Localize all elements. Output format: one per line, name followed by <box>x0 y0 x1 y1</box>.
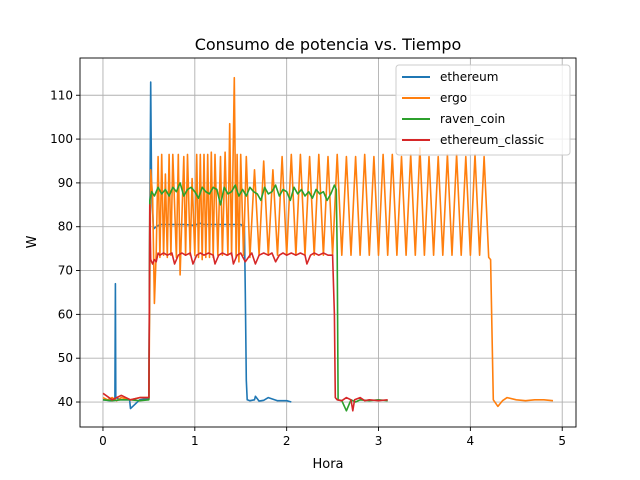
y-tick-label: 80 <box>58 220 73 234</box>
x-tick-label: 2 <box>283 434 291 448</box>
axes: 0 1 2 3 4 5 40 50 60 70 80 90 100 110 <box>50 57 577 448</box>
legend-label-ergo: ergo <box>440 91 467 105</box>
legend-box <box>395 64 571 156</box>
legend-label-raven_coin: raven_coin <box>440 112 505 126</box>
y-tick-label: 110 <box>50 88 73 102</box>
series-line-raven_coin <box>102 182 388 412</box>
y-tick-label: 60 <box>58 307 73 321</box>
x-tick-label: 5 <box>558 434 566 448</box>
x-tick-label: 1 <box>191 434 199 448</box>
chart-title: Consumo de potencia vs. Tiempo <box>195 35 462 54</box>
x-axis-label: Hora <box>312 457 343 472</box>
legend-label-ethereum: ethereum <box>440 70 498 84</box>
series-line-ergo <box>102 76 554 408</box>
legend-label-ethereum_classic: ethereum_classic <box>440 133 544 147</box>
y-tick-label: 40 <box>58 395 73 409</box>
y-tick-label: 50 <box>58 351 73 365</box>
x-tick-label: 0 <box>99 434 107 448</box>
plot-frame <box>79 57 577 428</box>
x-tick-label: 4 <box>467 434 475 448</box>
series-layer <box>102 76 554 412</box>
y-tick-label: 90 <box>58 176 73 190</box>
y-tick-label: 100 <box>50 132 73 146</box>
y-tick-label: 70 <box>58 264 73 278</box>
x-tick-label: 3 <box>375 434 383 448</box>
legend: ethereum ergo raven_coin ethereum_classic <box>395 64 571 156</box>
y-axis-label: W <box>25 235 40 248</box>
series-line-ethereum_classic <box>102 204 388 412</box>
